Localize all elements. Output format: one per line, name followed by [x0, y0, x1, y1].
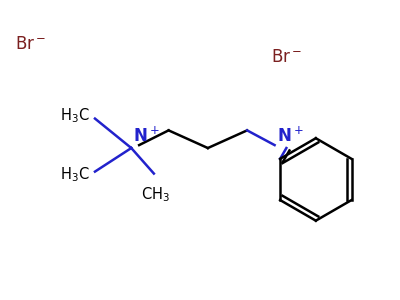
- Text: CH$_3$: CH$_3$: [141, 185, 170, 204]
- Text: Br$^-$: Br$^-$: [16, 35, 47, 53]
- Text: H$_3$C: H$_3$C: [60, 165, 90, 184]
- Text: H$_3$C: H$_3$C: [60, 106, 90, 125]
- Text: Br$^-$: Br$^-$: [271, 48, 302, 66]
- Text: N$^+$: N$^+$: [133, 127, 160, 146]
- Text: N$^+$: N$^+$: [276, 127, 304, 146]
